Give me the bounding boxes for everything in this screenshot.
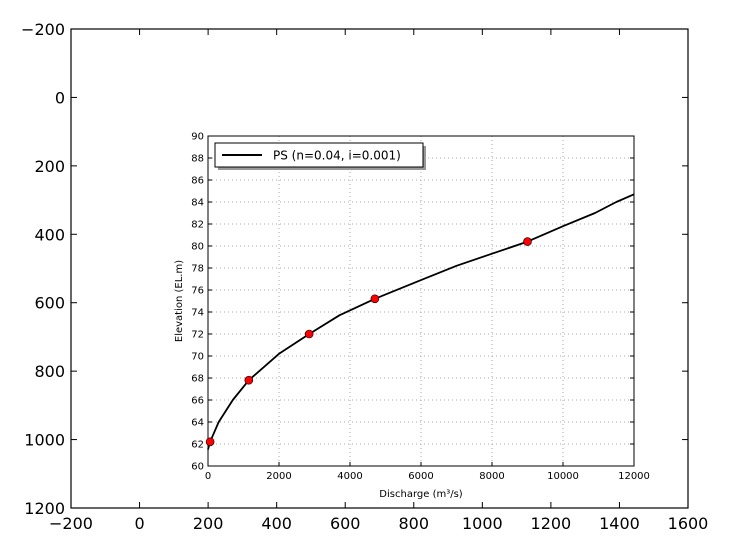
inset-y-tick-label: 90 <box>191 132 204 143</box>
y-axis-label: Elevation (EL.m) <box>174 260 185 342</box>
outer-y-tick-label: 0 <box>55 88 65 107</box>
outer-y-tick-label: 1000 <box>24 431 65 450</box>
outer-x-tick-label: 800 <box>399 514 430 533</box>
outer-x-tick-label: 400 <box>261 514 292 533</box>
outer-y-tick-label: 800 <box>34 362 65 381</box>
inset-axes: 0 2000 4000 6000 8000 10000 12000 60 62 64 66 68 70… <box>174 132 650 501</box>
outer-x-tick-label: 1000 <box>462 514 503 533</box>
outer-y-tick-label: −200 <box>21 20 65 39</box>
inset-y-tick-label: 74 <box>191 308 204 319</box>
outer-y-tick-label: 200 <box>34 157 65 176</box>
inset-y-tick-label: 60 <box>191 462 204 473</box>
outer-x-tick-label: 1400 <box>599 514 640 533</box>
inset-series <box>205 193 635 450</box>
legend: PS (n=0.04, i=0.001) <box>214 142 426 170</box>
x-axis-label: Discharge (m³/s) <box>379 489 462 500</box>
inset-y-tick-label: 66 <box>191 396 204 407</box>
inset-y-tick-label: 64 <box>191 418 204 429</box>
outer-y-tick-label: 600 <box>34 294 65 313</box>
inset-y-tick-label: 76 <box>191 286 204 297</box>
inset-x-tick-label: 10000 <box>547 471 579 482</box>
outer-x-tick-label: 1600 <box>668 514 709 533</box>
inset-x-tick-label: 8000 <box>479 471 504 482</box>
inset-y-tick-label: 80 <box>191 242 204 253</box>
inset-y-ticks: 60 62 64 66 68 70 72 74 76 78 80 82 84 86 88 90 <box>191 132 634 473</box>
inset-y-tick-label: 72 <box>191 330 204 341</box>
inset-x-tick-label: 2000 <box>266 471 291 482</box>
inset-x-tick-label: 4000 <box>337 471 362 482</box>
outer-axes-frame <box>70 28 689 509</box>
inset-y-tick-label: 88 <box>191 154 204 165</box>
outer-x-tick-label: −200 <box>49 514 93 533</box>
outer-x-tick-label: 600 <box>330 514 361 533</box>
inset-y-tick-label: 62 <box>191 440 204 451</box>
data-point-marker <box>370 294 380 304</box>
inset-y-tick-label: 78 <box>191 264 204 275</box>
inset-y-tick-label: 84 <box>191 198 204 209</box>
outer-x-ticks: −200 0 200 400 600 800 1000 1200 1400 1600 <box>49 29 708 533</box>
outer-x-tick-label: 0 <box>134 514 144 533</box>
inset-x-tick-label: 0 <box>205 471 211 482</box>
outer-x-tick-label: 1200 <box>531 514 572 533</box>
data-point-marker <box>523 237 532 246</box>
inset-y-tick-label: 86 <box>191 176 204 187</box>
data-point-marker <box>205 437 215 447</box>
data-point-marker <box>304 329 314 339</box>
inset-x-tick-label: 12000 <box>618 471 650 482</box>
legend-label: PS (n=0.04, i=0.001) <box>273 149 401 163</box>
inset-y-tick-label: 82 <box>191 220 204 231</box>
data-point-marker <box>244 375 254 385</box>
inset-y-tick-label: 70 <box>191 352 204 363</box>
outer-x-tick-label: 200 <box>193 514 224 533</box>
outer-axes: −200 0 200 400 600 800 1000 1200 1400 1600 −20002… <box>21 20 708 533</box>
outer-y-tick-label: 1200 <box>24 499 65 518</box>
inset-y-tick-label: 68 <box>191 374 204 385</box>
inset-x-ticks: 0 2000 4000 6000 8000 10000 12000 <box>205 462 650 482</box>
outer-y-tick-label: 400 <box>34 225 65 244</box>
inset-x-tick-label: 6000 <box>408 471 433 482</box>
